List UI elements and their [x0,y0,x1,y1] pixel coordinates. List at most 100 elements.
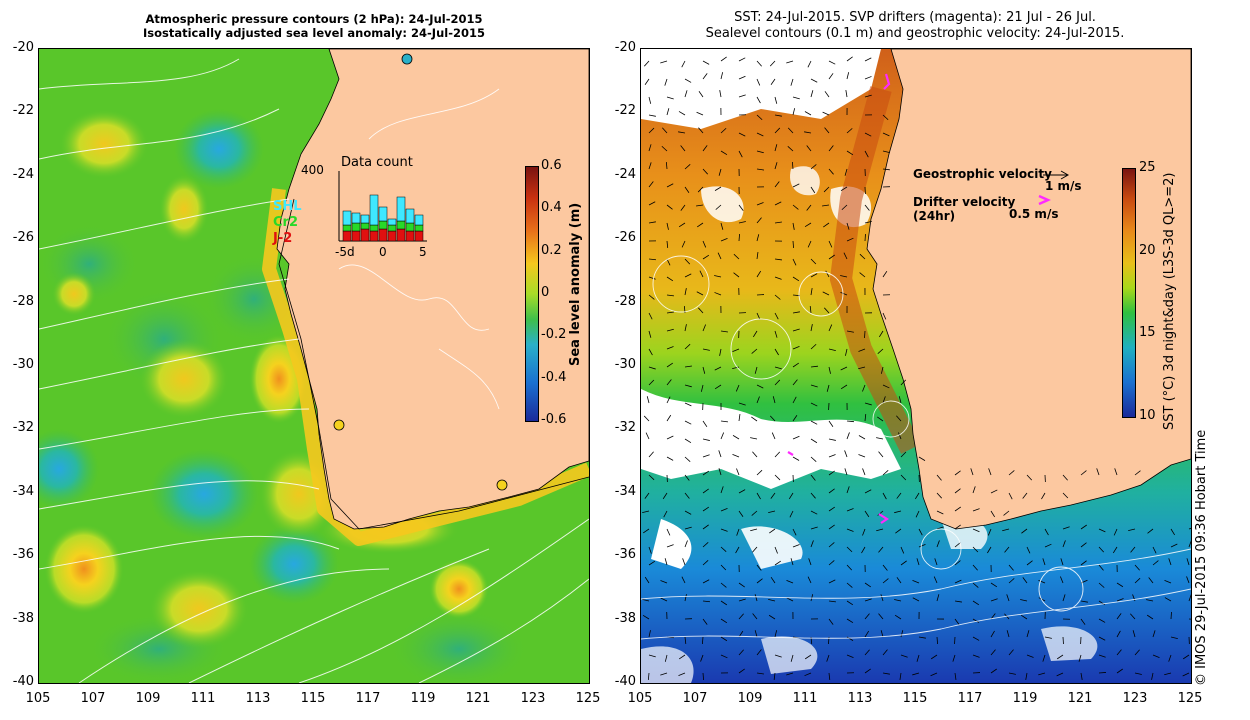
velocity-arrow [1170,636,1178,640]
velocity-arrow [696,204,704,207]
australia-land [276,49,589,530]
velocity-arrow [824,127,830,134]
tide-gauge-marker[interactable] [333,419,345,431]
x-tick-label-left: 125 [575,691,601,706]
tide-gauge-marker[interactable] [401,53,413,65]
velocity-arrow [864,94,872,98]
velocity-arrow [773,672,776,680]
velocity-arrow [1134,649,1140,656]
velocity-arrow [972,636,980,641]
velocity-arrow [720,56,727,62]
velocity-arrow [882,312,887,320]
velocity-arrow [987,528,992,536]
velocity-arrow [666,240,669,249]
x-tick-label-left: 123 [520,691,546,706]
velocity-arrow [936,492,943,499]
velocity-arrow [1134,672,1142,675]
y-tick-label-left: -26 [12,230,34,246]
histogram-bar [369,224,379,232]
velocity-arrow [768,510,776,514]
velocity-arrow [864,489,872,494]
velocity-arrow [696,111,704,116]
histogram-bar [396,228,406,242]
velocity-arrow [810,510,818,515]
velocity-arrow [846,56,853,62]
velocity-arrow [877,348,884,354]
velocity-arrow [1080,542,1087,548]
velocity-arrow [846,330,854,333]
velocity-arrow [660,597,668,602]
velocity-arrow [936,636,938,645]
velocity-arrow [900,654,908,658]
velocity-arrow [807,576,812,584]
velocity-arrow [936,540,940,548]
velocity-arrow [880,366,884,374]
velocity-arrow [684,164,691,170]
velocity-arrow [810,273,818,278]
x-tick-label-left: 111 [190,691,216,706]
velocity-arrow [840,384,848,390]
sea-level-anomaly-map[interactable]: Data count 400 SHL Cr2 J-2 -5d 0 5 [38,48,590,684]
velocity-arrow [864,402,872,406]
velocity-arrow [1008,672,1016,675]
velocity-arrow [846,546,853,553]
velocity-arrow [664,654,668,662]
inset-x-label-end: 5 [419,245,427,259]
velocity-arrow [702,60,710,65]
tide-gauge-marker[interactable] [496,479,508,491]
velocity-arrow [1020,614,1028,620]
velocity-arrow [644,78,650,86]
velocity-arrow [648,144,652,152]
inset-x-label-mid: 0 [379,245,387,259]
velocity-arrow [738,233,740,242]
velocity-arrow [878,613,884,620]
velocity-arrow [878,546,884,553]
velocity-arrow [1044,528,1049,536]
y-tick-label-right: -34 [614,483,636,499]
velocity-arrow [790,654,794,662]
histogram-bar [396,220,406,230]
histogram-bar [378,228,388,242]
sst-colorbar-tick: 20 [1139,242,1156,258]
velocity-arrow [790,78,794,86]
histogram-bar [414,230,424,242]
velocity-arrow [768,614,776,620]
velocity-arrow [648,560,656,566]
velocity-arrow [810,186,816,194]
y-tick-label-left: -40 [12,674,34,689]
velocity-arrow [738,150,743,158]
velocity-arrow [681,240,686,248]
velocity-arrow [684,186,690,193]
velocity-arrow [714,292,722,296]
velocity-arrow [918,528,923,536]
x-tick-label-right: 123 [1122,691,1148,706]
velocity-arrow [1112,546,1118,554]
inset-title: Data count [341,155,413,170]
velocity-arrow [809,305,812,314]
histogram-bar [342,210,352,226]
x-tick-label-left: 105 [25,691,51,706]
histogram-bar [396,196,406,222]
velocity-arrow [792,544,800,548]
velocity-arrow [792,240,794,249]
velocity-arrow [840,275,848,278]
velocity-arrow [987,546,992,554]
velocity-arrow [864,76,872,80]
velocity-arrow [880,594,884,602]
velocity-arrow [756,396,760,404]
velocity-arrow [792,379,798,386]
right-title-line2: Sealevel contours (0.1 m) and geostrophi… [705,26,1125,41]
velocity-arrow [912,580,920,584]
velocity-arrow [1098,672,1107,674]
velocity-arrow [702,73,708,80]
velocity-arrow [792,108,796,116]
legend-j2: J-2 [273,231,293,246]
velocity-arrow [918,543,926,548]
sea-level-colorbar-label: Sea level anomaly (m) [568,202,583,366]
velocity-arrow [1060,558,1064,566]
velocity-arrow [720,150,728,156]
sst-map[interactable]: Geostrophic velocity 1 m/s Drifter veloc… [640,48,1192,684]
velocity-arrow [770,576,776,584]
velocity-arrow [702,240,707,248]
velocity-arrow [954,560,961,566]
